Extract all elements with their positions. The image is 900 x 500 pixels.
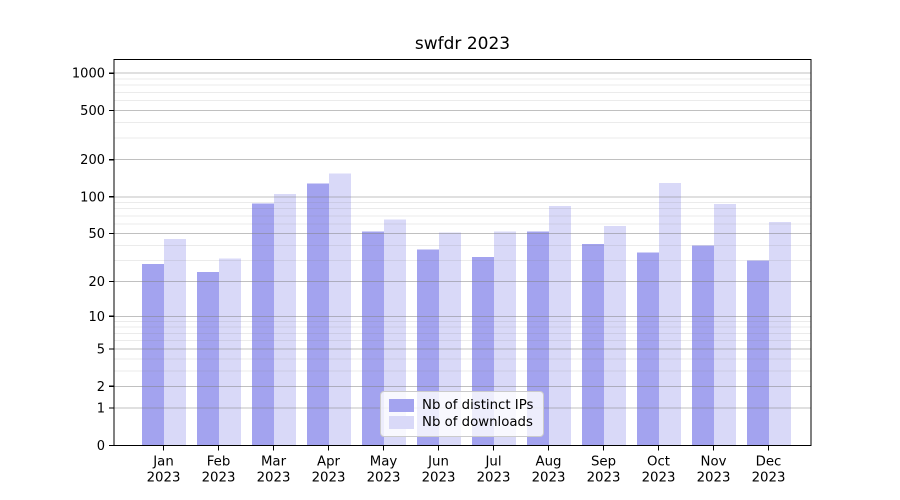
x-tick-label-nov: Nov 2023 [697, 455, 731, 486]
bar-downloads-apr [329, 173, 351, 446]
bar-downloads-nov [714, 204, 736, 446]
x-tick-label-apr: Apr 2023 [312, 455, 346, 486]
y-tick-label-5: 5 [97, 342, 105, 357]
plot-border [113, 58, 812, 447]
x-tick-label-may: May 2023 [367, 455, 401, 486]
y-tick-label-200: 200 [80, 153, 105, 168]
bar-ips-sep [582, 244, 604, 446]
x-tick-label-sep: Sep 2023 [587, 455, 621, 486]
x-tick-label-mar: Mar 2023 [257, 455, 291, 486]
legend-swatch-distinct-ips [389, 398, 414, 412]
y-tick-label-500: 500 [80, 104, 105, 119]
legend: Nb of distinct IPs Nb of downloads [380, 391, 544, 437]
y-tick-label-1: 1 [97, 402, 105, 417]
x-tick-label-aug: Aug 2023 [532, 455, 566, 486]
bar-ips-jan [142, 264, 164, 446]
bar-downloads-feb [219, 258, 241, 446]
bar-downloads-dec [769, 222, 791, 446]
bar-ips-mar [252, 203, 274, 446]
legend-label-distinct-ips: Nb of distinct IPs [422, 397, 534, 413]
bar-ips-nov [692, 245, 714, 446]
chart-title: swfdr 2023 [414, 34, 511, 54]
bar-downloads-sep [604, 225, 626, 446]
x-tick-label-jan: Jan 2023 [147, 455, 181, 486]
legend-label-downloads: Nb of downloads [422, 414, 533, 430]
legend-item-downloads: Nb of downloads [389, 416, 535, 429]
x-tick-label-oct: Oct 2023 [642, 455, 676, 486]
x-tick-label-feb: Feb 2023 [202, 455, 236, 486]
y-tick-label-1000: 1000 [72, 67, 105, 82]
y-tick-label-100: 100 [80, 190, 105, 205]
y-tick-label-50: 50 [88, 227, 105, 242]
y-tick-label-20: 20 [88, 275, 105, 290]
bar-downloads-aug [549, 206, 571, 446]
bar-downloads-jan [164, 239, 186, 446]
bar-downloads-mar [274, 194, 296, 446]
x-tick-label-jun: Jun 2023 [422, 455, 456, 486]
bar-ips-may [362, 231, 384, 446]
y-tick-label-10: 10 [88, 310, 105, 325]
bar-ips-feb [197, 272, 219, 446]
y-tick-label-0: 0 [97, 439, 105, 454]
legend-swatch-downloads [389, 416, 414, 430]
bar-ips-dec [747, 260, 769, 446]
legend-item-distinct-ips: Nb of distinct IPs [389, 397, 535, 413]
bar-downloads-oct [659, 182, 681, 446]
bar-ips-apr [307, 183, 329, 446]
bar-downloads-may [384, 219, 406, 446]
x-tick-label-jul: Jul 2023 [477, 455, 511, 486]
x-tick-label-dec: Dec 2023 [752, 455, 786, 486]
y-tick-label-2: 2 [97, 380, 105, 395]
